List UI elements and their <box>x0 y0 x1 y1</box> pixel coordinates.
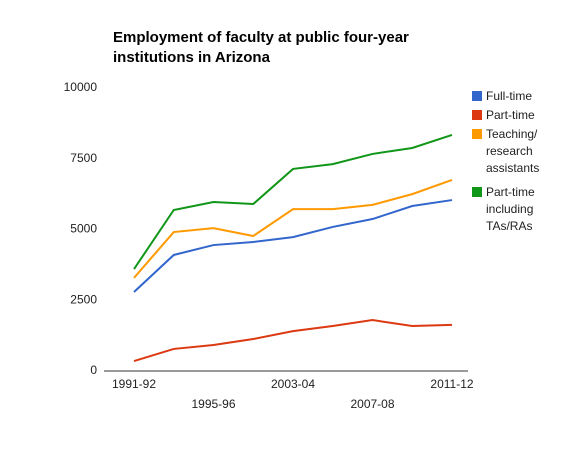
legend-swatch <box>472 129 482 139</box>
legend-swatch <box>472 110 482 120</box>
chart-title: Employment of faculty at public four-yea… <box>113 29 409 66</box>
legend-label: Full-time <box>486 89 533 103</box>
legend-item: Part-time <box>472 107 566 124</box>
x-tick-label: 1991-92 <box>112 377 156 391</box>
x-tick-label: 2011-12 <box>430 377 473 391</box>
x-tick-label: 2003-04 <box>271 377 315 391</box>
y-tick-label: 0 <box>90 363 97 377</box>
x-tick-label: 2007-08 <box>350 397 394 411</box>
series-line <box>133 134 453 270</box>
legend-swatch <box>472 91 482 101</box>
series-line <box>133 199 453 293</box>
y-tick-label: 5000 <box>70 222 97 236</box>
legend-item: Part-time including TAs/RAs <box>472 184 566 235</box>
x-tick-label: 1995-96 <box>191 397 235 411</box>
legend-swatch <box>472 187 482 197</box>
y-tick-label: 7500 <box>70 151 97 165</box>
legend-item: Teaching/ research assistants <box>472 126 566 177</box>
y-tick-label: 10000 <box>64 80 98 94</box>
series-line <box>133 179 453 279</box>
series-line <box>133 319 453 363</box>
legend-item: Full-time <box>472 88 566 105</box>
y-tick-label: 2500 <box>70 292 97 306</box>
legend-label: Part-time including TAs/RAs <box>486 185 535 233</box>
legend-label: Teaching/ research assistants <box>486 127 540 175</box>
legend-label: Part-time <box>486 108 535 122</box>
